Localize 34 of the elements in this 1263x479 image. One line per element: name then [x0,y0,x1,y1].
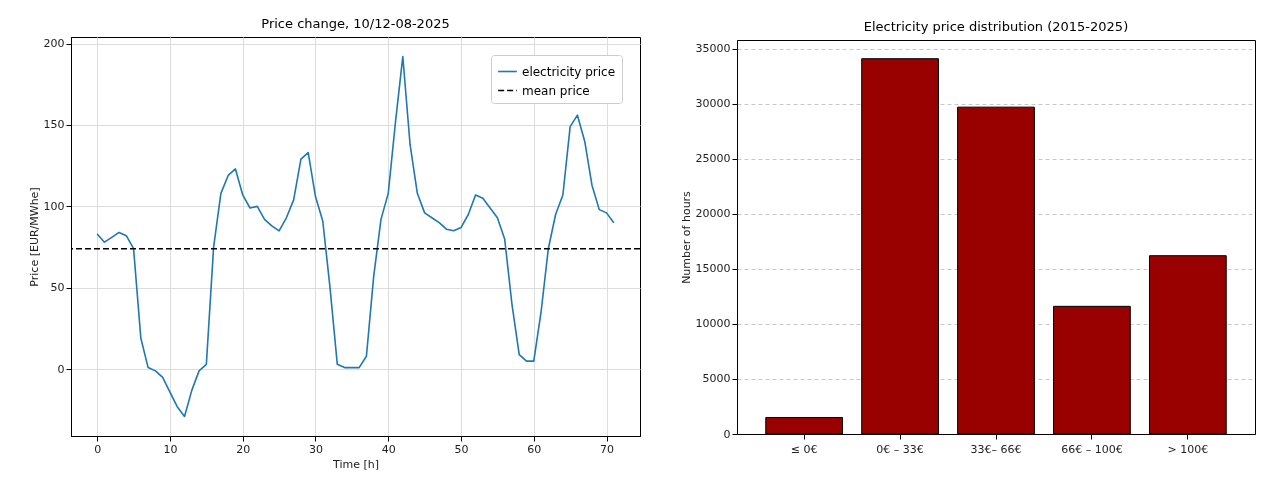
y-tick-label: 20000 [695,207,731,221]
x-tick-label: 70 [600,442,615,456]
y-tick-label: 25000 [695,152,731,166]
y-axis-title: Number of hours [679,190,693,284]
y-tick-label: 0 [723,427,731,441]
x-tick-label: ≤ 0€ [790,442,818,456]
line-series [96,55,615,418]
x-tick-label: 10 [163,442,178,456]
x-tick-label: 50 [454,442,469,456]
y-tick-label: 30000 [695,97,731,111]
y-tick-label: 10000 [695,317,731,331]
y-tick-label: 50 [50,281,65,295]
x-tick-label: 0 [94,442,102,456]
legend-label: electricity price [522,64,616,79]
x-tick-label: 20 [236,442,251,456]
y-tick-label: 35000 [695,42,731,56]
y-tick-label: 150 [43,118,65,132]
y-tick-label: 200 [43,37,65,51]
x-tick-label: 33€– 66€ [970,442,1022,456]
legend-label: mean price [522,83,590,98]
x-tick-label: 0€ – 33€ [876,442,924,456]
y-tick-label: 15000 [695,262,731,276]
x-tick-label: 66€ – 100€ [1061,442,1123,456]
x-tick-label: 60 [527,442,542,456]
y-tick-label: 5000 [702,372,731,386]
x-axis-title: Time [h] [332,457,379,471]
chart-title: Electricity price distribution (2015-2025) [863,19,1129,34]
x-tick-label: > 100€ [1167,442,1209,456]
x-tick-label: 30 [308,442,323,456]
x-tick-label: 40 [381,442,396,456]
y-tick-label: 0 [57,362,65,376]
chart-title: Price change, 10/12-08-2025 [261,16,450,31]
y-axis-title: Price [EUR/MWhe] [27,187,41,287]
y-tick-label: 100 [43,199,65,213]
